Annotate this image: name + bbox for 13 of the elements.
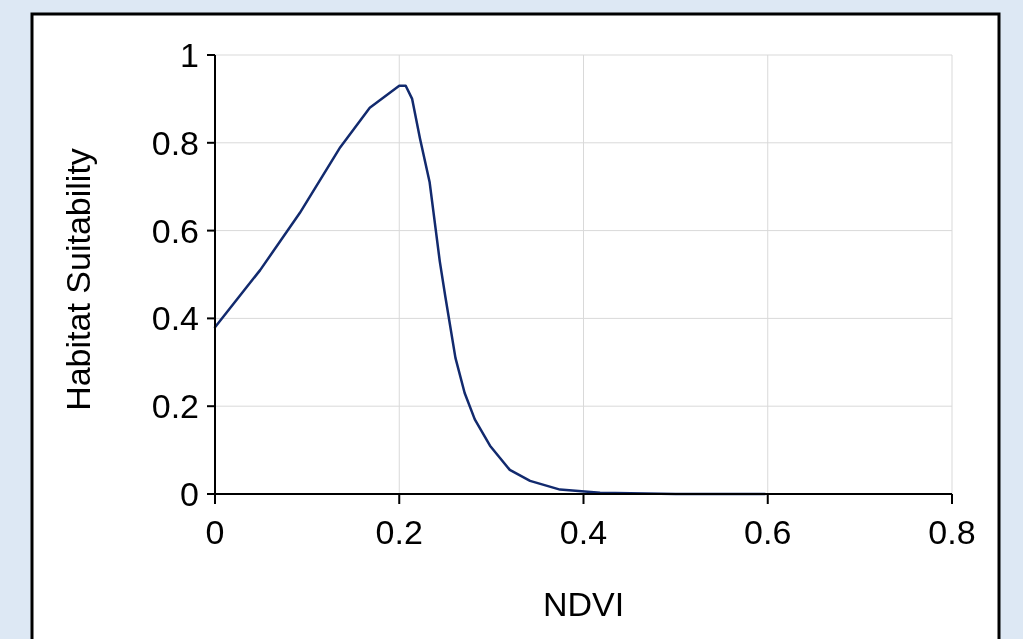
y-axis-title: Habitat Suitability: [59, 148, 97, 411]
x-axis-title: NDVI: [542, 585, 625, 623]
y-tick-label: 0: [180, 474, 199, 513]
x-tick-label: 0.6: [744, 513, 792, 551]
y-tick-label: 1: [180, 35, 199, 74]
x-tick-label: 0.2: [375, 513, 423, 551]
y-tick-label: 0.4: [151, 299, 199, 338]
x-tick-label: 0.8: [928, 513, 976, 551]
y-tick-label: 0.8: [151, 123, 199, 162]
y-tick-label: 0.6: [151, 211, 199, 250]
y-tick-label: 0.2: [151, 387, 199, 426]
x-tick-label: 0: [205, 513, 225, 551]
x-tick-label: 0.4: [559, 513, 608, 551]
